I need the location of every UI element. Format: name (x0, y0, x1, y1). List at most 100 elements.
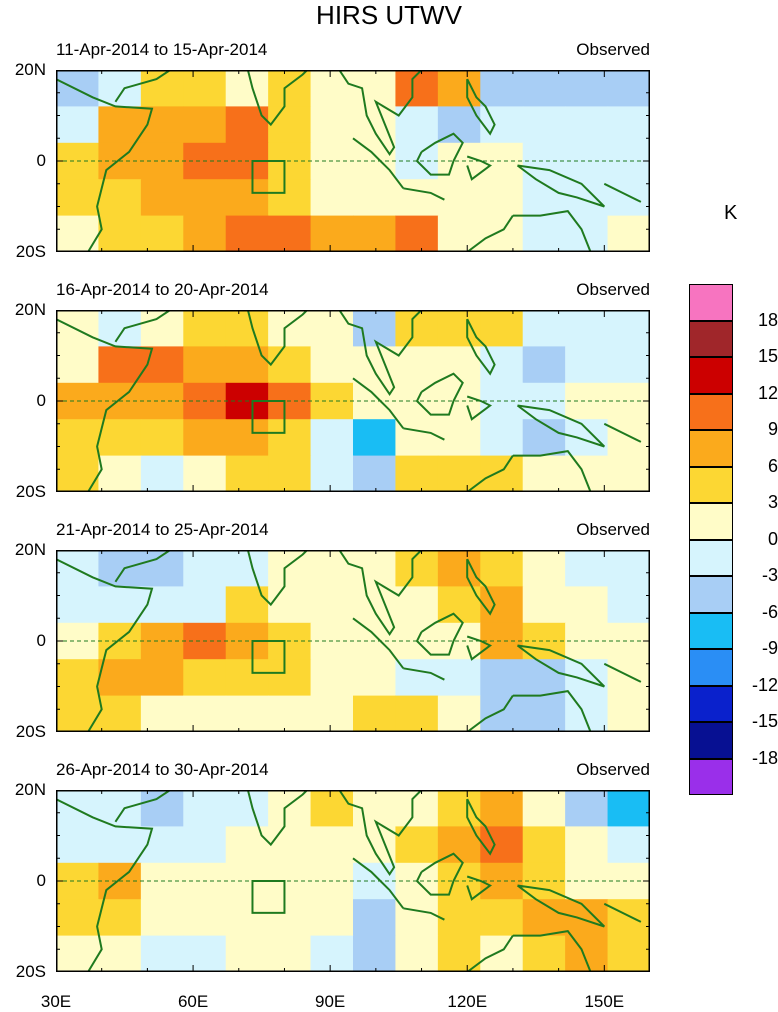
heatmap-cell (522, 935, 566, 972)
heatmap-cell (522, 106, 566, 144)
heatmap-cell (183, 106, 227, 144)
heatmap-cell (268, 455, 312, 492)
coastline (56, 798, 154, 972)
heatmap-cell (522, 586, 566, 624)
heatmap-svg (56, 550, 650, 732)
coastline (512, 450, 592, 492)
heatmap-cell (183, 935, 227, 972)
heatmap-cell (522, 455, 566, 492)
coastline (516, 644, 606, 688)
heatmap-cell (225, 695, 269, 732)
heatmap-cell (183, 899, 227, 937)
heatmap-cell (268, 419, 312, 457)
heatmap-cell (607, 346, 650, 384)
heatmap-cell (437, 419, 481, 457)
heatmap-cell (225, 70, 269, 107)
heatmap-cell (353, 310, 397, 347)
heatmap-cell (310, 826, 354, 864)
heatmap-cell (607, 659, 650, 697)
heatmap-cell (56, 935, 100, 972)
heatmap-cell (310, 586, 354, 624)
heatmap-cell (98, 70, 142, 107)
heatmap-cell (225, 346, 269, 384)
y-tick-label: 20N (14, 540, 46, 559)
coastline (466, 215, 514, 252)
heatmap-cell (183, 550, 227, 587)
heatmap-cell (225, 586, 269, 624)
heatmap-cell (353, 106, 397, 144)
heatmap-cell (437, 310, 481, 347)
coastline (337, 70, 423, 157)
heatmap-cell (395, 586, 439, 624)
coastline (114, 70, 171, 103)
heatmap-cell (395, 179, 439, 217)
heatmap-cell (565, 790, 609, 827)
heatmap-cell (522, 826, 566, 864)
heatmap-cell (480, 550, 524, 587)
heatmap-cell (353, 899, 397, 937)
heatmap-cell (268, 179, 312, 217)
heatmap-cell (310, 179, 354, 217)
heatmap-cell (98, 935, 142, 972)
heatmap-cell (395, 455, 439, 492)
heatmap-cell (480, 622, 524, 660)
colorbar-box (689, 612, 733, 649)
y-tick-label: 0 (36, 151, 46, 170)
heatmap-cell (310, 215, 354, 252)
heatmap-cell (480, 455, 524, 492)
heatmap-cell (480, 346, 524, 384)
heatmap-cell (56, 826, 100, 864)
heatmap-cell (480, 790, 524, 827)
heatmap-cell (480, 142, 524, 180)
heatmap-cell (183, 455, 227, 492)
heatmap-cell (268, 215, 312, 252)
heatmap-cell (353, 455, 397, 492)
heatmap-cell (183, 586, 227, 624)
y-tick-label: 0 (36, 391, 46, 410)
coastline (403, 907, 445, 921)
heatmap-cell (353, 790, 397, 827)
heatmap-cell (395, 215, 439, 252)
coastline (603, 902, 642, 923)
x-tick-label: 150E (584, 992, 625, 1011)
heatmap-cell (607, 179, 650, 217)
map-plot-area (56, 310, 650, 492)
coastline (245, 70, 309, 127)
heatmap-cell (268, 550, 312, 587)
heatmap-cell (310, 695, 354, 732)
heatmap-cell (565, 862, 609, 900)
heatmap-cell (607, 215, 650, 252)
x-axis-labels: 30E 60E 90E 120E 150E (0, 992, 778, 1012)
map-plot-area (56, 790, 650, 972)
panel-3: 21-Apr-2014 to 25-Apr-2014 Observed 20N 0… (0, 520, 778, 750)
heatmap-cell (268, 935, 312, 972)
coastline (403, 187, 445, 201)
colorbar-tick-label: 12 (757, 382, 778, 403)
figure-title: HIRS UTWV (316, 0, 462, 30)
panel-1: 11-Apr-2014 to 15-Apr-2014 Observed 20N 0… (0, 40, 778, 270)
heatmap-cell (98, 455, 142, 492)
coastline (337, 310, 423, 397)
heatmap-cell (353, 550, 397, 587)
colorbar-tick-label: -9 (761, 638, 778, 658)
heatmap-cell (98, 179, 142, 217)
heatmap-cell (395, 935, 439, 972)
heatmap-cell (225, 899, 269, 937)
panel-period-label: 21-Apr-2014 to 25-Apr-2014 (56, 520, 269, 539)
coastline (56, 78, 154, 252)
heatmap-cell (268, 695, 312, 732)
heatmap-cell (565, 70, 609, 107)
heatmap-cell (565, 106, 609, 144)
heatmap-cell (607, 935, 650, 972)
heatmap-cell (395, 70, 439, 107)
heatmap-cell (183, 790, 227, 827)
heatmap-cell (98, 215, 142, 252)
coastline (415, 132, 464, 176)
heatmap-cell (607, 142, 650, 180)
panel-observed-label: Observed (576, 760, 650, 779)
coastline (512, 690, 592, 732)
colorbar-tick-label: 15 (757, 346, 778, 366)
heatmap-cell (480, 382, 524, 420)
region-box (251, 640, 286, 674)
heatmap-cell (480, 419, 524, 457)
